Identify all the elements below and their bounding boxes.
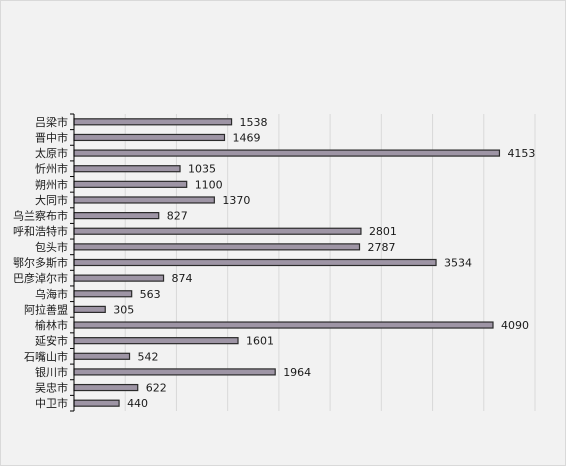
bar — [73, 305, 106, 313]
bar — [73, 383, 139, 392]
data-label: 1469 — [232, 131, 260, 144]
bar — [73, 196, 215, 204]
category-label: 石嘴山市 — [24, 349, 68, 363]
category-label: 太原市 — [35, 146, 68, 160]
bar — [73, 212, 160, 220]
category-label: 呼和浩特市 — [13, 224, 68, 238]
category-label: 巴彦淖尔市 — [13, 271, 68, 285]
category-label: 乌海市 — [35, 287, 68, 301]
bar — [73, 274, 165, 282]
data-label: 440 — [127, 397, 148, 410]
category-label: 吕梁市 — [35, 115, 68, 129]
category-label: 晋中市 — [35, 130, 68, 144]
bar — [73, 149, 501, 157]
bar — [73, 321, 494, 329]
category-label: 银川市 — [35, 365, 68, 379]
bar — [73, 352, 131, 360]
data-label: 2801 — [369, 225, 397, 238]
data-label: 4153 — [507, 147, 535, 160]
category-label: 包头市 — [35, 240, 68, 254]
bar — [73, 290, 133, 298]
category-label: 中卫市 — [35, 396, 68, 410]
labels: 吕梁市 1538 晋中市 1469 太原市 4153 忻州市 1035 朔州市 1100 大同市 13… — [13, 115, 535, 410]
category-label: 阿拉善盟 — [24, 302, 68, 316]
data-label: 1035 — [188, 163, 216, 176]
category-label: 朔州市 — [35, 177, 68, 191]
data-label: 1601 — [246, 335, 274, 348]
bar — [73, 227, 362, 235]
category-label: 吴忠市 — [35, 381, 68, 395]
bar — [73, 243, 361, 251]
data-label: 1538 — [240, 116, 268, 129]
data-label: 827 — [167, 210, 188, 223]
data-label: 2787 — [368, 241, 396, 254]
data-label: 3534 — [444, 257, 472, 270]
category-label: 榆林市 — [35, 318, 68, 332]
data-label: 305 — [113, 303, 134, 316]
bar — [73, 133, 226, 142]
bar — [73, 368, 276, 376]
category-label: 延安市 — [35, 334, 68, 348]
data-label: 622 — [146, 382, 167, 395]
data-label: 4090 — [501, 319, 529, 332]
y-axis — [70, 113, 75, 412]
data-label: 1370 — [222, 194, 250, 207]
bar — [73, 399, 120, 407]
bar — [73, 337, 239, 345]
data-label: 1100 — [195, 178, 223, 191]
category-label: 鄂尔多斯市 — [13, 256, 68, 270]
data-label: 874 — [172, 272, 193, 285]
bar — [73, 165, 181, 173]
bar — [73, 118, 233, 126]
category-label: 乌兰察布市 — [13, 209, 68, 223]
bars — [73, 118, 501, 407]
category-label: 大同市 — [35, 193, 68, 207]
category-label: 忻州市 — [35, 162, 68, 176]
bar — [73, 180, 188, 188]
data-label: 1964 — [283, 366, 311, 379]
data-label: 563 — [140, 288, 161, 301]
data-label: 542 — [138, 350, 159, 363]
bar — [73, 258, 437, 267]
